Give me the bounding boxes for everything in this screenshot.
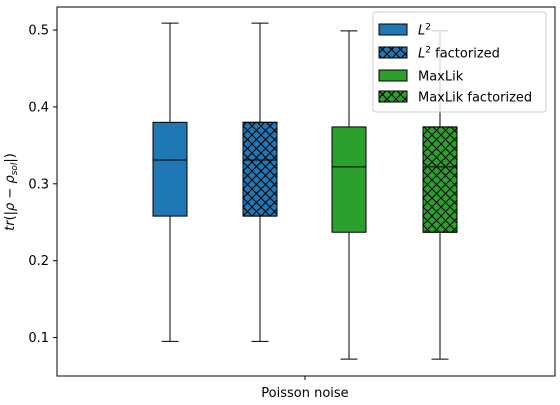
legend-label-maxlik: MaxLik bbox=[418, 70, 464, 85]
box-l- bbox=[152, 121, 188, 217]
legend-swatch-hatch-l-factorized bbox=[378, 46, 408, 59]
legend-swatch-maxlik bbox=[378, 69, 408, 82]
y-axis-label: tr(|ρ − ρsol|) bbox=[3, 153, 20, 231]
legend: L2​ L2 factorized MaxLik MaxLik factorized bbox=[372, 11, 547, 113]
legend-swatch-l- bbox=[378, 23, 408, 36]
y-tick-label: 0.5 bbox=[28, 24, 49, 39]
box-hatch-l-factorized bbox=[242, 121, 278, 217]
legend-frame bbox=[372, 11, 547, 113]
y-tick-label: 0.2 bbox=[28, 254, 49, 269]
plot-area-frame bbox=[56, 6, 556, 377]
y-tick-label: 0.4 bbox=[28, 100, 49, 115]
y-tick-label: 0.1 bbox=[28, 331, 49, 346]
x-tick-label: Poisson noise bbox=[261, 386, 348, 401]
boxes-group bbox=[152, 22, 458, 360]
legend-swatch-hatch-maxlik-factorized bbox=[378, 90, 408, 103]
y-axis-ticks: 0.1 0.2 0.3 0.4 0.5 bbox=[28, 24, 57, 346]
y-tick-label: 0.3 bbox=[28, 177, 49, 192]
legend-label-l-: L2​ bbox=[418, 23, 431, 39]
box-maxlik bbox=[331, 126, 367, 233]
legend-label-maxlik-factorized: MaxLik factorized bbox=[418, 91, 532, 106]
legend-label-l-factorized: L2 factorized bbox=[418, 46, 500, 62]
box-hatch-maxlik-factorized bbox=[422, 126, 458, 233]
